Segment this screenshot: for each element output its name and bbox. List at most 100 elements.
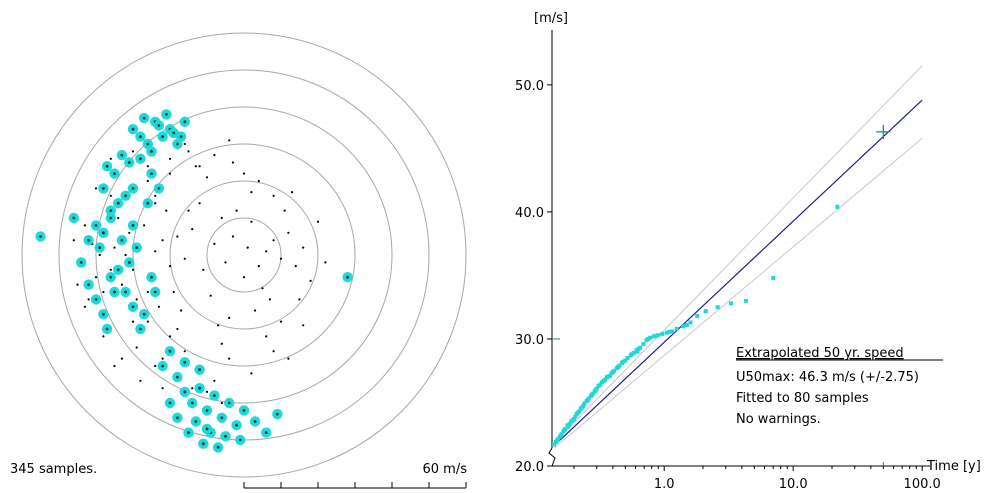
polar-highlight-center — [150, 150, 153, 153]
polar-highlight-center — [127, 261, 131, 264]
polar-ring — [21, 32, 467, 478]
polar-sample-dot — [213, 379, 216, 382]
y-axis-label: [m/s] — [534, 11, 568, 26]
polar-highlight-center — [142, 116, 146, 120]
sample-point — [703, 309, 708, 314]
polar-highlight-center — [176, 375, 179, 379]
polar-sample-dot — [146, 165, 149, 168]
x-tick-label: 100.0 — [904, 477, 941, 492]
polar-sample-dot — [146, 179, 149, 183]
polar-sample-dot — [154, 364, 157, 368]
annotation-box: Extrapolated 50 yr. speed U50max: 46.3 m… — [736, 346, 943, 427]
polar-highlight-center — [109, 209, 113, 213]
polar-highlight-center — [190, 401, 194, 405]
polar-sample-dot — [124, 253, 127, 257]
sample-point — [598, 382, 603, 387]
sample-point — [576, 410, 581, 415]
polar-sample-dot — [231, 235, 234, 238]
polar-highlight-center — [346, 275, 349, 279]
polar-sample-dot — [168, 265, 172, 268]
polar-sample-dot — [294, 265, 297, 268]
polar-highlight-center — [113, 172, 116, 176]
polar-sample-dot — [198, 165, 201, 168]
sample-point — [562, 428, 567, 433]
polar-sample-dot — [265, 335, 268, 338]
polar-sample-dot — [83, 305, 86, 308]
polar-sample-dot — [228, 357, 231, 360]
ev-points — [552, 124, 891, 447]
polar-points — [35, 109, 353, 453]
y-tick-label: 30.0 — [515, 333, 544, 348]
polar-highlight-center — [176, 416, 179, 420]
x-tick-label: 10.0 — [779, 477, 808, 492]
sample-point — [715, 305, 720, 310]
polar-sample-count: 345 samples. — [10, 462, 97, 477]
sample-point — [688, 320, 693, 325]
polar-highlight-center — [94, 224, 98, 227]
polar-sample-dot — [265, 250, 268, 253]
polar-sample-dot — [165, 209, 168, 212]
polar-sample-dot — [209, 294, 212, 297]
polar-sample-dot — [191, 228, 194, 231]
sample-point — [729, 301, 734, 306]
polar-sample-dot — [120, 283, 123, 286]
sample-point — [585, 397, 590, 402]
polar-highlight-center — [205, 427, 209, 431]
polar-sample-dot — [102, 290, 105, 294]
polar-highlight-center — [198, 386, 202, 390]
sample-point — [670, 329, 675, 334]
polar-sample-dot — [102, 335, 105, 338]
polar-highlight-center — [235, 423, 239, 427]
polar-sample-dot — [131, 150, 135, 153]
polar-highlight-center — [172, 131, 176, 135]
polar-sample-dot — [261, 287, 264, 290]
polar-sample-dot — [187, 209, 190, 212]
polar-sample-dot — [279, 257, 283, 260]
polar-highlight-center — [102, 231, 105, 235]
sample-point — [635, 349, 640, 354]
annotation-warnings: No warnings. — [736, 412, 821, 427]
sample-point — [648, 335, 653, 340]
sample-point — [610, 369, 615, 374]
polar-highlight-center — [213, 394, 216, 397]
polar-sample-dot — [228, 139, 231, 142]
polar-sample-dot — [309, 279, 312, 282]
sample-point — [641, 342, 646, 347]
sample-point — [606, 374, 611, 379]
polar-highlight-center — [116, 201, 120, 205]
sample-point — [835, 204, 840, 209]
polar-sample-dot — [176, 235, 179, 238]
polar-sample-dot — [287, 231, 290, 234]
polar-sample-dot — [76, 283, 79, 286]
polar-highlight-center — [139, 327, 142, 331]
polar-highlight-center — [161, 364, 165, 368]
sample-point — [567, 422, 572, 427]
sample-point — [625, 356, 630, 361]
polar-sample-dot — [191, 387, 194, 390]
polar-highlight-center — [168, 349, 172, 353]
polar-sample-dot — [228, 316, 231, 319]
polar-highlight-center — [253, 420, 257, 423]
polar-sample-dot — [168, 172, 172, 175]
polar-sample-dot — [154, 194, 157, 197]
polar-sample-dot — [257, 265, 260, 268]
polar-highlight-center — [157, 187, 161, 190]
polar-sample-dot — [220, 342, 223, 345]
polar-highlight-center — [116, 268, 120, 272]
polar-highlight-center — [224, 434, 227, 438]
polar-highlight-center — [150, 275, 153, 279]
extreme-value-chart: 20.0 30.0 40.0 50.0 1.0 10.0 100.0 [m/s] Time … — [515, 11, 981, 492]
polar-sample-dot — [194, 165, 197, 168]
polar-sample-dot — [242, 172, 246, 175]
sample-point — [660, 331, 665, 336]
polar-sample-dot — [135, 346, 138, 349]
polar-sample-dot — [131, 320, 135, 323]
polar-highlight-center — [157, 124, 161, 127]
polar-highlight-center — [242, 409, 246, 412]
polar-ring — [132, 143, 356, 367]
polar-highlight-center — [183, 120, 187, 124]
polar-sample-dot — [161, 239, 164, 242]
polar-sample-dot — [98, 253, 101, 257]
polar-highlight-center — [187, 431, 190, 434]
polar-highlight-center — [113, 290, 116, 294]
